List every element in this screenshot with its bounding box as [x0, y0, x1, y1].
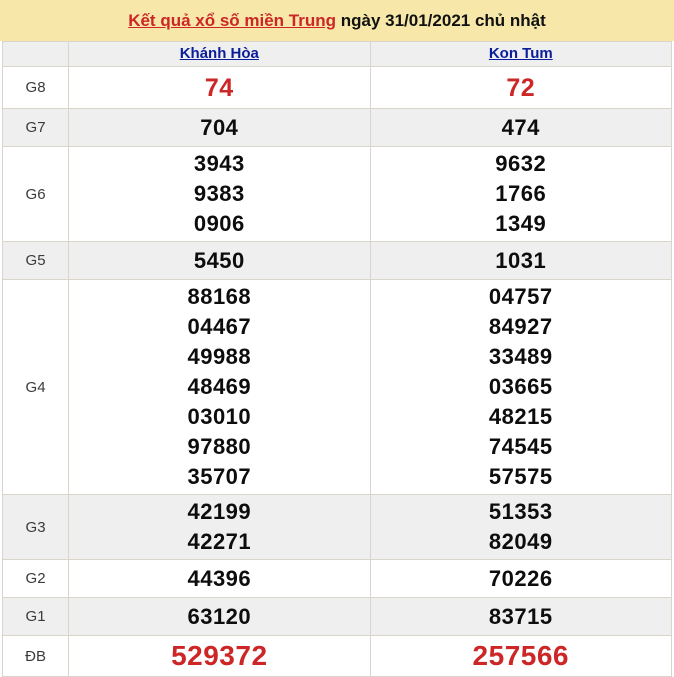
results-table: Khánh Hòa Kon Tum G8 74 72 G7 704 474 G6…	[1, 41, 673, 677]
result-number: 97880	[187, 434, 252, 459]
prize-label-db: ĐB	[1, 635, 70, 677]
prize-row-g1: G1 63120 83715	[1, 597, 673, 636]
result-number: 1766	[495, 181, 547, 206]
prize-row-g8: G8 74 72	[1, 66, 673, 109]
result-number: 42199	[187, 499, 252, 524]
result-number: 49988	[187, 344, 252, 369]
prize-row-g4: G4 88168 04467 49988 48469 03010 97880 3…	[1, 279, 673, 495]
province-link-kon-tum[interactable]: Kon Tum	[488, 45, 553, 62]
result-number: 03665	[488, 374, 553, 399]
result-number: 72	[506, 73, 536, 102]
page-title: Kết quả xổ số miền Trung ngày 31/01/2021…	[0, 0, 674, 41]
prize-label-g4: G4	[1, 279, 70, 495]
result-number: 3943	[193, 151, 245, 176]
corner-cell	[1, 41, 70, 67]
prize-row-db: ĐB 529372 257566	[1, 635, 673, 677]
result-number: 44396	[187, 565, 252, 591]
prize-label-g8: G8	[1, 66, 70, 109]
result-cell: 529372	[68, 635, 371, 677]
prize-row-g7: G7 704 474	[1, 108, 673, 147]
result-cell: 88168 04467 49988 48469 03010 97880 3570…	[68, 279, 371, 495]
result-number: 5450	[193, 247, 245, 273]
result-number: 82049	[488, 529, 553, 554]
prize-row-g3: G3 42199 42271 51353 82049	[1, 494, 673, 560]
result-number: 63120	[187, 603, 252, 629]
prize-row-g2: G2 44396 70226	[1, 559, 673, 598]
result-number: 88168	[187, 284, 252, 309]
result-number: 04757	[488, 284, 553, 309]
result-cell: 9632 1766 1349	[369, 146, 673, 242]
result-cell: 257566	[369, 635, 673, 677]
result-cell: 42199 42271	[68, 494, 371, 560]
result-number: 84927	[488, 314, 553, 339]
result-number: 33489	[488, 344, 553, 369]
province-header-khanh-hoa: Khánh Hòa	[68, 41, 371, 67]
result-number: 9383	[193, 181, 245, 206]
prize-label-g1: G1	[1, 597, 70, 636]
result-number: 42271	[187, 529, 252, 554]
result-number: 48215	[488, 404, 553, 429]
result-number: 04467	[187, 314, 252, 339]
result-cell: 83715	[369, 597, 673, 636]
result-number: 48469	[187, 374, 252, 399]
result-number: 1349	[495, 211, 547, 236]
result-cell: 3943 9383 0906	[68, 146, 371, 242]
result-number: 83715	[488, 603, 553, 629]
result-number: 74545	[488, 434, 553, 459]
prize-label-g7: G7	[1, 108, 70, 147]
result-cell: 44396	[68, 559, 371, 598]
result-cell: 704	[68, 108, 371, 147]
result-number: 03010	[187, 404, 252, 429]
prize-row-g6: G6 3943 9383 0906 9632 1766 1349	[1, 146, 673, 242]
header-row: Khánh Hòa Kon Tum	[1, 41, 673, 67]
result-cell: 72	[369, 66, 673, 109]
result-number: 0906	[193, 211, 245, 236]
result-cell: 51353 82049	[369, 494, 673, 560]
result-number: 704	[200, 114, 239, 140]
result-number: 1031	[495, 247, 547, 273]
result-cell: 5450	[68, 241, 371, 280]
result-number: 70226	[488, 565, 553, 591]
result-number: 51353	[488, 499, 553, 524]
prize-label-g6: G6	[1, 146, 70, 242]
result-number: 74	[204, 73, 234, 102]
result-cell: 04757 84927 33489 03665 48215 74545 5757…	[369, 279, 673, 495]
province-header-kon-tum: Kon Tum	[369, 41, 673, 67]
result-number: 529372	[171, 640, 268, 671]
province-link-khanh-hoa[interactable]: Khánh Hòa	[179, 45, 259, 62]
result-number: 57575	[488, 464, 553, 489]
title-date: ngày 31/01/2021 chủ nhật	[336, 10, 546, 30]
result-number: 9632	[495, 151, 547, 176]
title-link[interactable]: Kết quả xổ số miền Trung	[128, 10, 337, 30]
prize-label-g5: G5	[1, 241, 70, 280]
prize-row-g5: G5 5450 1031	[1, 241, 673, 280]
result-cell: 63120	[68, 597, 371, 636]
result-cell: 1031	[369, 241, 673, 280]
prize-label-g2: G2	[1, 559, 70, 598]
result-cell: 70226	[369, 559, 673, 598]
result-cell: 74	[68, 66, 371, 109]
prize-label-g3: G3	[1, 494, 70, 560]
result-cell: 474	[369, 108, 673, 147]
result-number: 257566	[472, 640, 569, 671]
result-number: 474	[501, 114, 540, 140]
result-number: 35707	[187, 464, 252, 489]
